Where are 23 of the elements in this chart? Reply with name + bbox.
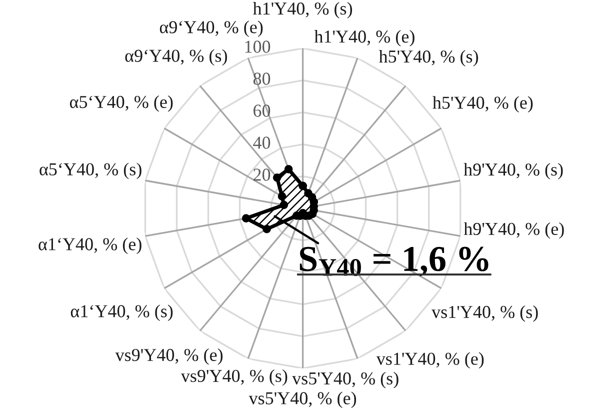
spoke-label: h1'Y40, % (s): [252, 2, 352, 18]
y-tick-label: 20: [254, 168, 270, 181]
spoke-label: h1'Y40, % (e): [314, 30, 414, 46]
spoke-label: α1‘Y40, % (s): [70, 304, 173, 321]
spoke-label: h5'Y40, % (s): [378, 50, 478, 66]
spoke-label: α9‘Y40, % (e): [160, 20, 263, 37]
y-tick-label: 60: [254, 104, 270, 117]
spoke-label: α5‘Y40, % (e): [70, 95, 173, 112]
spoke-label: h9'Y40, % (e): [464, 222, 564, 239]
spoke-label: α9‘Y40, % (s): [125, 49, 227, 66]
y-tick-label: 40: [253, 136, 270, 149]
spoke-label: vs1'Y40, % (s): [432, 305, 538, 322]
spoke-label: h9'Y40, % (s): [464, 162, 563, 180]
spoke-label: α1‘Y40, % (e): [38, 238, 142, 254]
y-tick-label: 80: [253, 72, 270, 85]
spoke-label: vs5'Y40, % (e): [248, 392, 356, 408]
spoke-label: α5‘Y40, % (s): [40, 162, 142, 180]
spoke-label: vs9'Y40, % (e): [115, 348, 223, 365]
spoke-label: vs5'Y40, % (s): [292, 372, 398, 388]
spoke-label: h5'Y40, % (e): [432, 96, 533, 112]
y-tick-label: 100: [245, 40, 270, 53]
spoke-label: vs1'Y40, % (e): [376, 352, 484, 369]
spoke-label: vs9'Y40, % (s): [180, 369, 288, 386]
